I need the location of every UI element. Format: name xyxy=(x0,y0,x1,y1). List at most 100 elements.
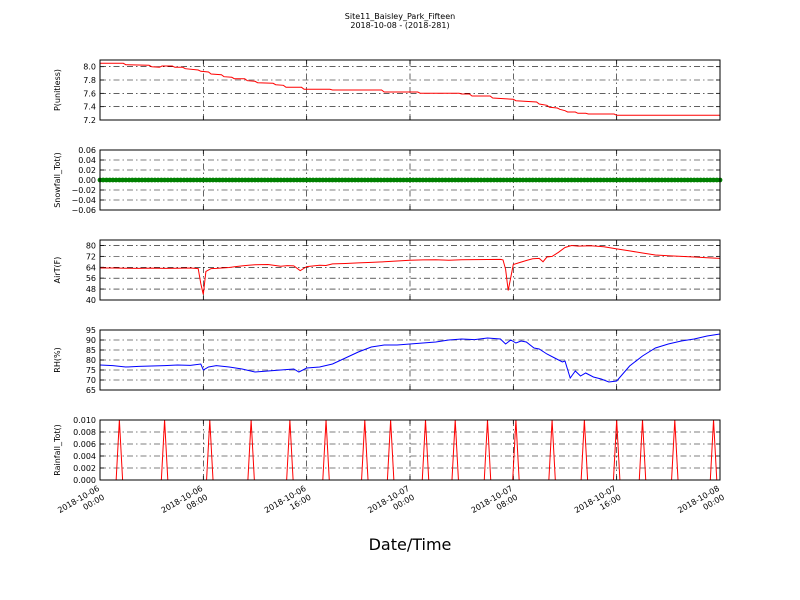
y-tick-label: 75 xyxy=(86,366,96,375)
y-tick-label: −0.04 xyxy=(71,196,96,205)
y-tick-label: 70 xyxy=(86,376,96,385)
y-tick-label: 7.4 xyxy=(83,103,96,112)
data-point xyxy=(533,177,539,183)
data-point xyxy=(656,177,661,183)
subplot-5: Rainfall_Tot() 0.000 0.002 0.004 0.006 0.008 0… xyxy=(53,416,721,485)
y-tick-label: 0.010 xyxy=(73,416,96,425)
y-tick-label: 0.04 xyxy=(78,156,96,165)
data-point xyxy=(155,177,161,183)
data-point xyxy=(565,177,571,183)
x-axis-label: Date/Time xyxy=(369,535,452,554)
plot-frame xyxy=(99,239,721,301)
data-point xyxy=(233,177,239,183)
subplot-1: P(unitless) 7.2 7.4 7.6 7.8 8.0 xyxy=(53,59,721,125)
y-tick-label: 64 xyxy=(86,263,96,272)
data-point xyxy=(200,177,206,183)
data-point xyxy=(456,177,461,183)
data-point xyxy=(133,177,138,183)
y-tick-label: 0.004 xyxy=(73,452,96,461)
y-tick-label: 85 xyxy=(86,346,96,355)
y-tick-label: 7.6 xyxy=(83,89,96,98)
x-tick-label: 2018-10-0608:00 xyxy=(160,484,210,524)
y-tick-label: 7.8 xyxy=(83,76,96,85)
data-point xyxy=(556,177,561,183)
data-point xyxy=(288,177,293,183)
data-point xyxy=(346,177,351,183)
data-point xyxy=(123,177,129,183)
data-point xyxy=(246,177,251,183)
data-point xyxy=(355,177,361,183)
subplot-stack: P(unitless) 7.2 7.4 7.6 7.8 8.0 Snowfall_Tot()… xyxy=(53,59,723,485)
y-tick-label: 65 xyxy=(86,386,96,395)
y-tick-label: 0.06 xyxy=(78,146,96,155)
y-tick-label: 72 xyxy=(86,252,96,261)
y-axis-label: RH(%) xyxy=(53,347,62,372)
data-point xyxy=(168,177,174,183)
data-point xyxy=(323,177,329,183)
series-line xyxy=(100,244,721,295)
data-point xyxy=(543,177,548,183)
figure-title-line2: 2018-10-08 - (2018-281) xyxy=(350,21,449,30)
data-point xyxy=(488,177,494,183)
data-point xyxy=(510,177,516,183)
data-point xyxy=(665,177,671,183)
data-point xyxy=(423,177,429,183)
data-point xyxy=(675,177,681,183)
data-point xyxy=(578,177,584,183)
data-point xyxy=(401,177,406,183)
data-point xyxy=(100,177,106,183)
data-point xyxy=(698,177,703,183)
y-tick-label: 95 xyxy=(86,326,96,335)
y-axis-label: Rainfall_Tot() xyxy=(53,424,62,476)
data-point xyxy=(520,177,526,183)
series-markers xyxy=(97,177,723,183)
data-point xyxy=(620,177,626,183)
y-tick-label: 0.002 xyxy=(73,464,96,473)
data-point xyxy=(611,177,616,183)
y-tick-label: 0.02 xyxy=(78,166,96,175)
x-axis-tick-labels: 2018-10-0600:00 2018-10-0608:00 2018-10-06… xyxy=(56,484,726,524)
data-point xyxy=(643,177,649,183)
data-point xyxy=(388,177,393,183)
data-point xyxy=(301,177,306,183)
data-point xyxy=(210,177,216,183)
data-point xyxy=(333,177,339,183)
y-tick-label: 56 xyxy=(86,274,96,283)
series-line xyxy=(99,333,721,383)
x-tick-label: 2018-10-0616:00 xyxy=(263,484,313,524)
data-point xyxy=(310,177,316,183)
data-point xyxy=(146,177,151,183)
data-point xyxy=(465,177,471,183)
figure-title-line1: Site11_Baisley_Park_Fifteen xyxy=(345,12,455,21)
data-point xyxy=(633,177,639,183)
y-tick-label: 8.0 xyxy=(83,63,96,72)
x-tick-label: 2018-10-0708:00 xyxy=(470,484,520,524)
plot-frame xyxy=(99,149,721,211)
data-point xyxy=(365,177,371,183)
data-point xyxy=(443,177,448,183)
y-tick-label: 7.2 xyxy=(83,116,96,125)
y-tick-label: 0.008 xyxy=(73,428,96,437)
plot-frame xyxy=(99,329,721,391)
y-tick-label: 90 xyxy=(86,336,96,345)
data-point xyxy=(255,177,261,183)
subplot-3: AirT(F) 40 48 56 64 72 80 xyxy=(53,239,721,305)
x-tick-label: 2018-10-0716:00 xyxy=(573,484,623,524)
y-tick-label: 0.00 xyxy=(78,176,96,185)
data-point xyxy=(223,177,229,183)
data-point xyxy=(433,177,439,183)
series-line xyxy=(100,62,720,116)
x-tick-label: 2018-10-0600:00 xyxy=(56,484,106,524)
x-tick-label: 2018-10-0800:00 xyxy=(676,484,726,524)
data-point xyxy=(191,177,197,183)
y-tick-label: −0.02 xyxy=(71,186,96,195)
data-point xyxy=(688,177,694,183)
data-point xyxy=(178,177,184,183)
y-axis-label: Snowfall_Tot() xyxy=(53,152,62,208)
y-axis-label: AirT(F) xyxy=(53,257,62,284)
data-point xyxy=(501,177,506,183)
y-tick-label: 0.000 xyxy=(73,476,96,485)
plot-frame xyxy=(99,419,721,481)
